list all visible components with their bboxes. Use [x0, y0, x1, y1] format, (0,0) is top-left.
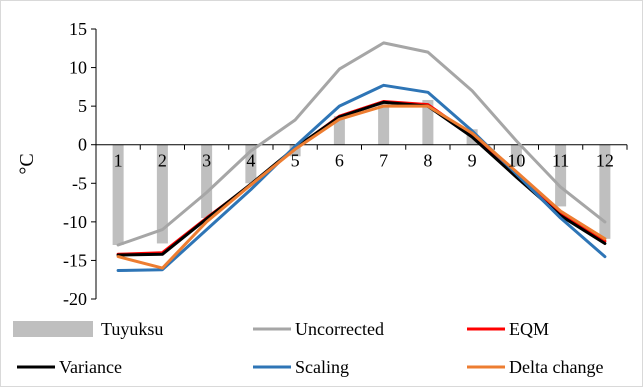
legend-swatch-tuyuksu — [13, 321, 93, 337]
series-line-delta-change — [116, 104, 607, 270]
x-tick-label: 7 — [379, 151, 388, 171]
series-line-variance — [116, 100, 607, 257]
bar-tuyuksu — [378, 102, 390, 145]
x-tick-label: 9 — [468, 151, 477, 171]
legend-label-scaling: Scaling — [295, 357, 349, 377]
legend-label-tuyuksu: Tuyuksu — [101, 319, 163, 339]
y-tick-label: 5 — [78, 96, 87, 116]
x-tick-label: 8 — [423, 151, 432, 171]
x-tick-label: 11 — [552, 151, 569, 171]
legend-label-variance: Variance — [59, 357, 122, 377]
bar-tuyuksu — [555, 144, 567, 207]
x-tick-label: 2 — [158, 151, 167, 171]
y-tick-label: -20 — [63, 289, 87, 309]
bar-tuyuksu — [422, 99, 434, 145]
x-tick-label: 6 — [335, 151, 344, 171]
y-tick-label: -15 — [63, 250, 87, 270]
y-tick-label: -10 — [63, 212, 87, 232]
bar-tuyuksu — [510, 144, 522, 167]
bar-tuyuksu — [156, 144, 168, 244]
y-tick-label: 0 — [78, 135, 87, 155]
bar-tuyuksu — [333, 116, 345, 145]
series-line-uncorrected — [116, 41, 607, 247]
legend-label-uncorrected: Uncorrected — [295, 319, 384, 339]
x-tick-label: 3 — [202, 151, 211, 171]
series-line-scaling — [116, 83, 607, 272]
legend-label-eqm: EQM — [509, 319, 549, 339]
y-axis-title: °C — [16, 153, 38, 174]
x-tick-label: 1 — [114, 151, 123, 171]
x-tick-label: 4 — [246, 151, 255, 171]
x-tick-label: 5 — [291, 151, 300, 171]
x-tick-label: 12 — [596, 151, 614, 171]
x-tick-label: 10 — [507, 151, 525, 171]
y-tick-label: -5 — [72, 173, 87, 193]
bar-tuyuksu — [245, 144, 257, 184]
bar-tuyuksu — [112, 144, 124, 245]
legend-label-delta-change: Delta change — [509, 357, 603, 377]
legend: Tuyuksu Uncorrected EQM Variance Scaling Delt… — [13, 319, 603, 377]
y-tick-label: 10 — [69, 58, 87, 78]
y-tick-label: 15 — [69, 19, 87, 39]
bar-tuyuksu — [599, 144, 611, 239]
bar-tuyuksu — [201, 144, 213, 218]
